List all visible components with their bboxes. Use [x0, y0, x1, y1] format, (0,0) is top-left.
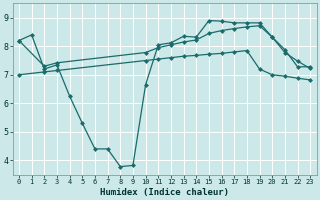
X-axis label: Humidex (Indice chaleur): Humidex (Indice chaleur): [100, 188, 229, 197]
